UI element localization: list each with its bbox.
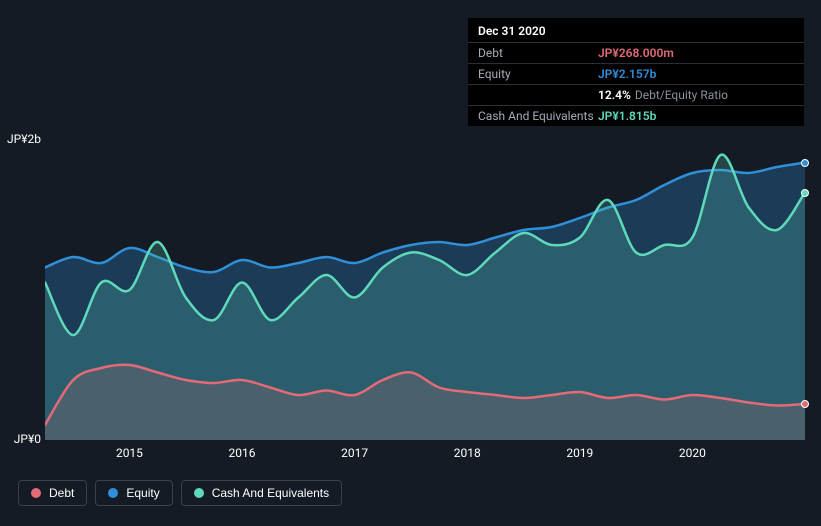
tooltip-row: Cash And EquivalentsJP¥1.815b xyxy=(468,105,804,126)
legend-item-debt[interactable]: Debt xyxy=(18,480,87,506)
tooltip-value: JP¥2.157b xyxy=(598,67,656,81)
tooltip-label: Cash And Equivalents xyxy=(478,109,598,123)
y-axis-tick-label: JP¥0 xyxy=(0,432,41,446)
y-axis-tick-label: JP¥2b xyxy=(0,132,41,146)
legend-item-cash[interactable]: Cash And Equivalents xyxy=(181,480,342,506)
tooltip-date: Dec 31 2020 xyxy=(468,18,804,42)
tooltip-value: 12.4% xyxy=(598,88,631,102)
tooltip-extra: Debt/Equity Ratio xyxy=(635,88,728,102)
chart-plot-area xyxy=(45,140,805,440)
x-axis-tick-label: 2019 xyxy=(566,446,593,460)
series-end-dot-equity xyxy=(801,159,809,167)
legend-label: Cash And Equivalents xyxy=(212,486,329,500)
tooltip-row: EquityJP¥2.157b xyxy=(468,63,804,84)
chart-tooltip: Dec 31 2020 DebtJP¥268.000mEquityJP¥2.15… xyxy=(468,18,804,126)
x-axis-tick-label: 2015 xyxy=(116,446,143,460)
legend-label: Debt xyxy=(49,486,74,500)
x-axis-tick-label: 2020 xyxy=(679,446,706,460)
x-axis-tick-label: 2016 xyxy=(229,446,256,460)
series-end-dot-debt xyxy=(801,400,809,408)
chart-legend: Debt Equity Cash And Equivalents xyxy=(18,480,342,506)
legend-swatch-icon xyxy=(31,488,41,498)
x-axis-tick-label: 2018 xyxy=(454,446,481,460)
tooltip-value: JP¥1.815b xyxy=(598,109,656,123)
legend-item-equity[interactable]: Equity xyxy=(95,480,172,506)
legend-swatch-icon xyxy=(194,488,204,498)
tooltip-row: DebtJP¥268.000m xyxy=(468,42,804,63)
tooltip-value: JP¥268.000m xyxy=(598,46,674,60)
area-chart-svg xyxy=(45,140,805,440)
x-axis-tick-label: 2017 xyxy=(341,446,368,460)
legend-label: Equity xyxy=(126,486,159,500)
tooltip-label: Equity xyxy=(478,67,598,81)
tooltip-label: Debt xyxy=(478,46,598,60)
series-end-dot-cash xyxy=(801,189,809,197)
tooltip-row: 12.4% Debt/Equity Ratio xyxy=(468,84,804,105)
legend-swatch-icon xyxy=(108,488,118,498)
